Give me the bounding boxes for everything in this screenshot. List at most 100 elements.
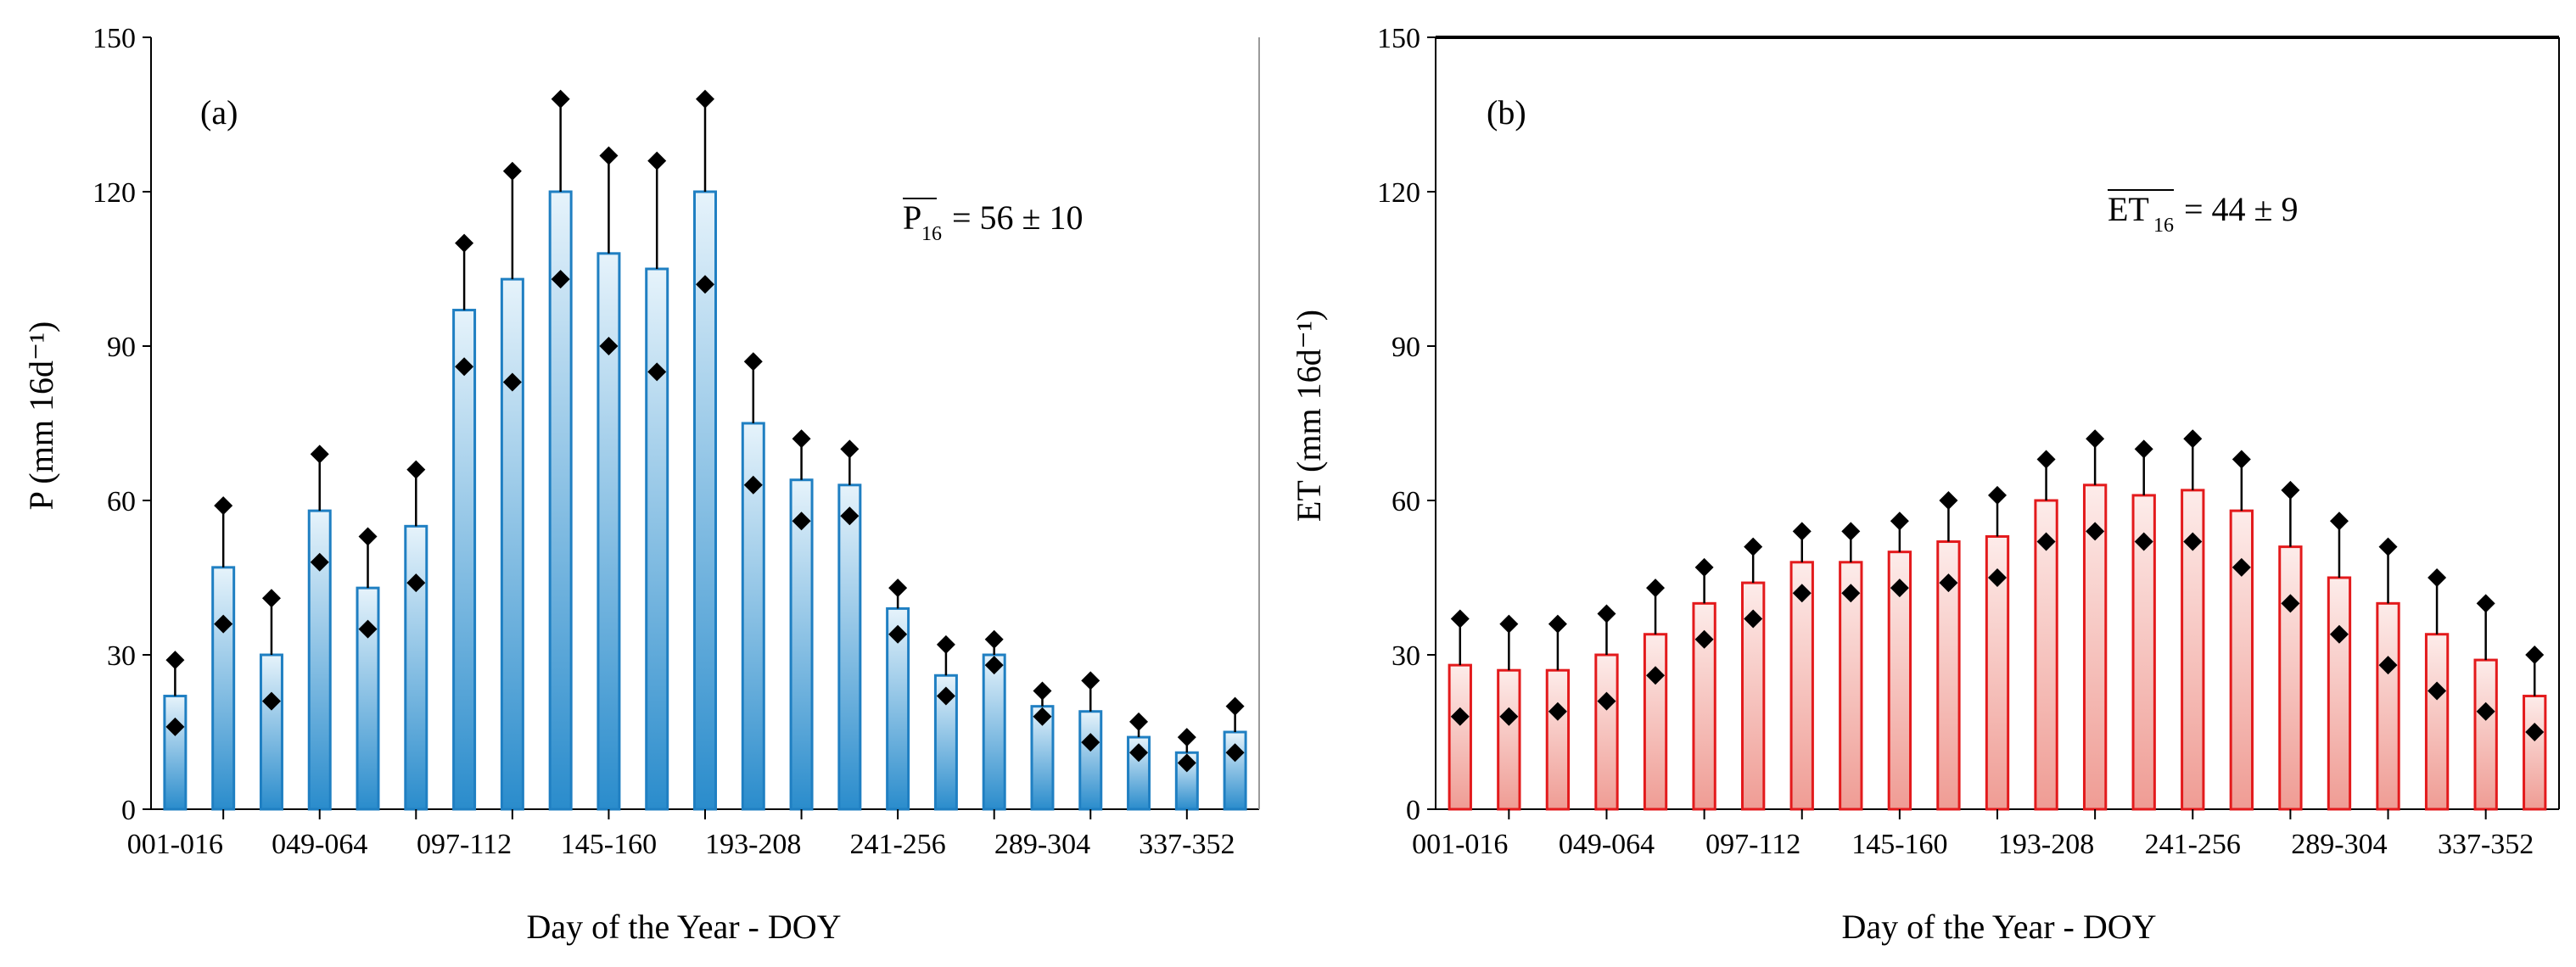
panel-b-label: (b) [1487, 93, 1526, 131]
panel-b-lower-marker [2232, 557, 2251, 577]
panel-a-lower-marker [261, 691, 281, 711]
panel-a-lower-marker [936, 686, 955, 706]
panel-b-x-tick-label: 337-352 [2438, 829, 2534, 860]
panel-a-lower-marker [455, 357, 474, 377]
panel-a-lower-marker [696, 275, 714, 294]
panel-b-upper-marker [1841, 522, 1861, 541]
panel-a-lower-marker [1129, 743, 1149, 763]
panel-b-bar [2278, 545, 2303, 811]
panel-b-upper-marker [2134, 439, 2153, 459]
panel-a-bar [982, 653, 1006, 811]
panel-b-bar [2424, 633, 2450, 811]
panel-a-upper-marker [840, 439, 860, 459]
panel-a-upper-marker [455, 233, 474, 253]
panel-a-x-tick-label: 289-304 [994, 829, 1090, 860]
panel-a-lower-marker [984, 656, 1004, 675]
panel-a-upper-marker [696, 89, 714, 109]
panel-b-lower-marker [2086, 522, 2105, 541]
panel-b-bar [2376, 601, 2400, 811]
panel-b-upper-marker [2232, 450, 2251, 469]
panel-b-lower-marker [2329, 624, 2349, 644]
panel-b-lower-marker [1499, 707, 1519, 726]
panel-b-upper-marker [1988, 485, 2007, 505]
panel-a-bar [259, 653, 283, 811]
panel-b-lower-marker [2476, 701, 2495, 721]
panel-b-upper-marker [2036, 450, 2056, 469]
panel-b-lower-marker [2378, 656, 2398, 675]
panel-b-error-bars [1450, 429, 2545, 741]
panel-b-upper-marker [2086, 429, 2105, 449]
panel-a-y-tick-label: 0 [121, 795, 136, 826]
panel-a: 0 30 60 90 120 150 001-016 049-064 097-112 145-16… [22, 23, 1260, 946]
panel-a-lower-marker [647, 362, 667, 382]
panel-b-lower-marker [1694, 629, 1714, 649]
panel-a-lower-marker [743, 475, 763, 495]
panel-a-bar [500, 277, 524, 811]
panel-a-label: (a) [200, 93, 238, 131]
panel-a-upper-marker [936, 634, 955, 654]
panel-a-upper-marker [1177, 728, 1196, 747]
panel-a-upper-marker [1081, 671, 1100, 690]
panel-b-bar [1643, 633, 1668, 811]
panel-b-upper-marker [2329, 511, 2349, 531]
panel-b-bar [1497, 668, 1521, 811]
panel-a-upper-marker [792, 429, 811, 449]
panel-b-upper-marker [2378, 537, 2398, 556]
panel-a-upper-marker [310, 444, 329, 464]
panel-b-x-axis-title: Day of the Year - DOY [1841, 908, 2156, 946]
panel-b-y-tick-label: 90 [1392, 332, 1420, 363]
panel-a-upper-marker [647, 151, 667, 170]
panel-a-y-tick-label: 60 [107, 486, 136, 517]
panel-b-bar [1839, 561, 1863, 811]
panel-b-lower-marker [1890, 579, 1909, 598]
panel-a-lower-marker [1225, 743, 1245, 763]
panel-b-x-tick-label: 001-016 [1412, 829, 1508, 860]
panel-b-lower-marker [1841, 584, 1861, 603]
panel-b-mean-value: = 44 ± 9 [2184, 190, 2299, 228]
panel-b-y-tick-label: 30 [1392, 640, 1420, 672]
panel-a-upper-marker [358, 527, 378, 546]
panel-b-upper-marker [1597, 604, 1616, 623]
panel-a-bar [645, 267, 669, 811]
panel-b-lower-marker [1597, 691, 1616, 711]
panel-b-x-tick-label: 097-112 [1705, 829, 1800, 860]
panel-b-bar [2327, 576, 2352, 811]
panel-a-upper-marker [165, 651, 185, 670]
panel-b-upper-marker [1499, 614, 1519, 634]
panel-a-upper-marker [1225, 696, 1245, 716]
panel-a-lower-marker [1177, 753, 1196, 773]
panel-b-x-tick-label: 145-160 [1851, 829, 1947, 860]
panel-b-upper-marker [2476, 594, 2495, 613]
panel-b-bar [1985, 534, 2010, 811]
panel-a-error-bars [165, 89, 1245, 773]
panel-a-upper-marker [1129, 712, 1149, 731]
panel-b-bar [2523, 695, 2547, 811]
panel-b-y-axis-title: ET (mm 16d⁻¹) [1290, 310, 1328, 522]
panel-a-upper-marker [502, 161, 522, 181]
panel-b-upper-marker [1792, 522, 1812, 541]
panel-a-bar [404, 524, 428, 811]
panel-a-x-axis-title: Day of the Year - DOY [526, 908, 841, 946]
panel-a-mean-value: = 56 ± 10 [952, 198, 1084, 237]
panel-a-bar [548, 190, 573, 811]
panel-a-mean-symbol: P [903, 198, 921, 237]
panel-a-bar [1078, 710, 1103, 811]
panel-b-lower-marker [2134, 532, 2153, 551]
panel-b-upper-marker [2281, 480, 2300, 500]
panel-a-upper-marker [406, 460, 426, 479]
panel-a-y-tick-label: 150 [92, 23, 136, 54]
panel-a-ticks: 0 30 60 90 120 150 001-016 049-064 097-112 145-16… [92, 23, 1235, 860]
panel-a-lower-marker [599, 337, 619, 355]
panel-b-lower-marker [1450, 707, 1470, 726]
panel-b-lower-marker [1548, 701, 1567, 721]
panel-a-bar [452, 309, 477, 811]
panel-b-lower-marker [1988, 568, 2007, 587]
panel-a-lower-marker [502, 372, 522, 392]
panel-b-upper-marker [1890, 511, 1909, 531]
panel-b-bar [1448, 663, 1472, 811]
panel-b-y-tick-label: 0 [1406, 795, 1420, 826]
panel-a-lower-marker [551, 270, 570, 289]
panel-a-x-tick-label: 145-160 [561, 829, 657, 860]
panel-b-mean-symbol: ET [2108, 190, 2149, 228]
panel-b-y-tick-label: 150 [1377, 23, 1420, 54]
